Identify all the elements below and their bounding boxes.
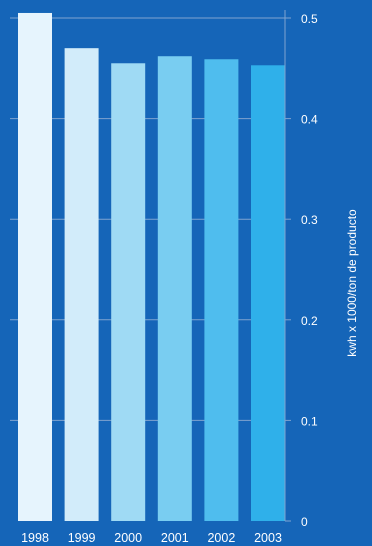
y-tick-label: 0.3	[301, 213, 318, 227]
x-tick-label: 2003	[254, 531, 282, 545]
x-tick-label: 1999	[68, 531, 96, 545]
x-axis-tick-labels: 1998 1999 2000 2001 2002 2003	[21, 531, 282, 545]
bar	[111, 63, 146, 522]
y-tick-label: 0	[301, 515, 308, 529]
y-tick-label: 0.2	[301, 314, 318, 328]
y-tick-label: 0.4	[301, 113, 318, 127]
y-axis-label: kwh x 1000/ton de producto	[345, 209, 359, 357]
y-tick-label: 0.5	[301, 12, 318, 26]
x-tick-label: 2000	[114, 531, 142, 545]
y-axis: 0 0.1 0.2 0.3 0.4 0.5	[284, 10, 318, 529]
x-tick-label: 2002	[207, 531, 235, 545]
bar	[204, 59, 239, 521]
x-tick-label: 1998	[21, 531, 49, 545]
x-tick-label: 2001	[161, 531, 189, 545]
bar	[64, 48, 99, 522]
gridlines	[10, 17, 285, 421]
bar	[251, 65, 285, 522]
bar	[18, 12, 52, 521]
y-tick-label: 0.1	[301, 414, 318, 428]
bars	[18, 12, 285, 522]
bar	[157, 56, 192, 522]
